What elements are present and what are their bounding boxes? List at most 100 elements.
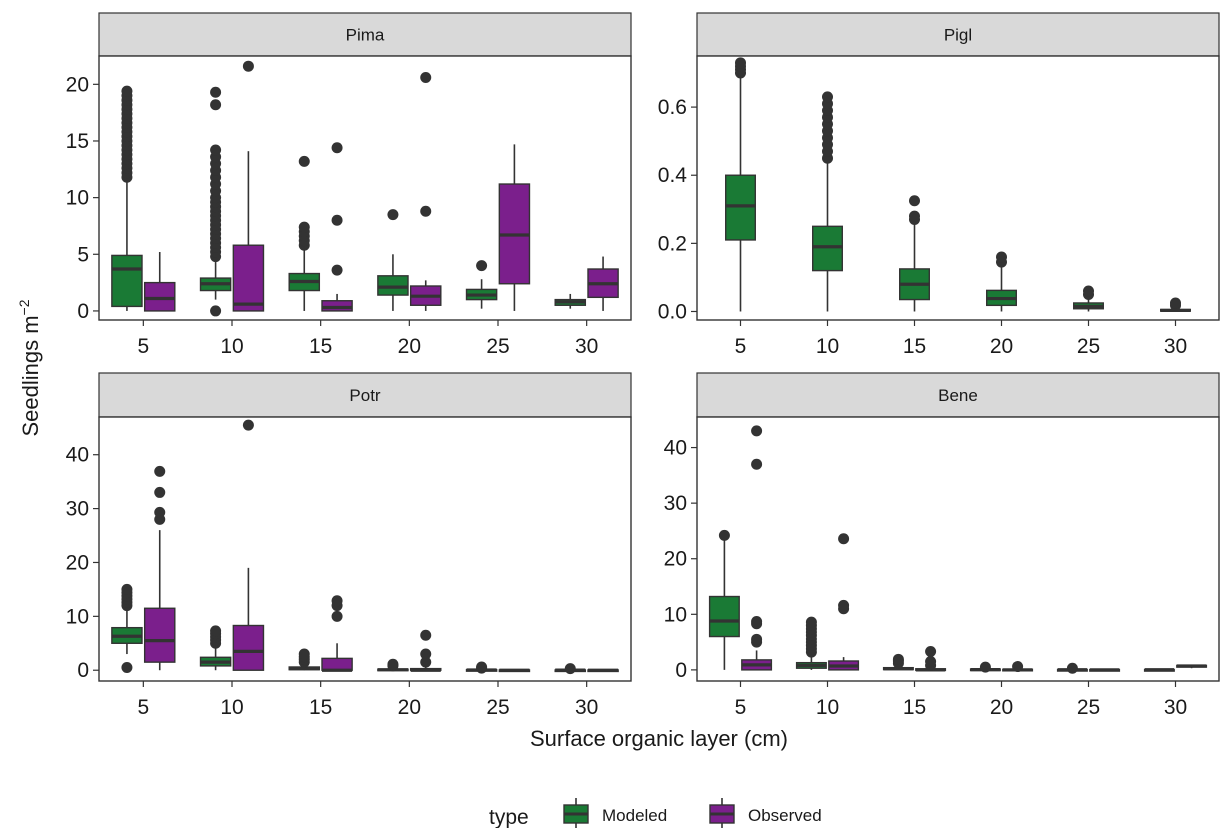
outlier-point	[420, 656, 432, 668]
x-tick-label: 25	[486, 335, 509, 358]
legend-entry-modeled: Modeled	[563, 798, 667, 828]
x-tick-label: 5	[735, 335, 747, 358]
x-tick-label: 30	[1164, 335, 1187, 358]
facet-panels: Pima 0 5 10 15 20 5 10 15 20 25 30 Pigl 0.0 0.2 0.4 0.6 5…	[66, 12, 1220, 719]
box-observed-10	[232, 60, 265, 312]
outlier-point	[925, 646, 937, 658]
legend-entry-observed: Observed	[709, 798, 822, 828]
box-modeled-10	[199, 86, 232, 317]
box-body	[708, 595, 740, 638]
box-body	[377, 275, 409, 296]
outlier-point	[298, 648, 310, 660]
box-observed-30	[587, 668, 619, 673]
x-tick-label: 30	[575, 696, 598, 719]
outlier-point	[909, 195, 920, 207]
x-tick-label: 10	[816, 335, 839, 358]
facet-strip	[696, 12, 1220, 57]
outlier-point	[1083, 285, 1094, 297]
outlier-point	[1170, 297, 1181, 309]
panel-background	[697, 56, 1219, 320]
box-observed-15	[915, 646, 947, 672]
x-tick-label: 30	[1164, 696, 1187, 719]
facet-strip-label: Pima	[346, 26, 385, 45]
x-tick-label: 15	[903, 335, 926, 358]
outlier-point	[121, 662, 133, 674]
outlier-point	[751, 458, 763, 470]
box-observed-30	[587, 256, 619, 311]
x-tick-label: 20	[398, 335, 421, 358]
outlier-point	[298, 155, 310, 167]
y-tick-label: 10	[66, 605, 89, 628]
legend-label: Observed	[748, 806, 822, 825]
outlier-point	[242, 60, 254, 72]
x-tick-label: 10	[220, 335, 243, 358]
outlier-point	[420, 205, 432, 217]
outlier-point	[387, 209, 399, 221]
box-modeled-15	[288, 155, 321, 311]
box-body	[143, 281, 176, 312]
box-observed-15	[321, 142, 353, 312]
outlier-point	[822, 91, 833, 103]
outlier-point	[838, 533, 850, 545]
x-tick-label: 30	[575, 335, 598, 358]
x-tick-label: 25	[486, 696, 509, 719]
y-tick-label: 20	[66, 73, 89, 96]
box-modeled-25	[465, 661, 498, 674]
y-axis-title-text: Seedlings m	[18, 315, 43, 436]
box-observed-20	[1002, 661, 1034, 673]
outlier-point	[331, 595, 343, 607]
y-tick-label: 40	[66, 444, 89, 467]
x-tick-label: 20	[990, 335, 1013, 358]
outlier-point	[751, 425, 763, 437]
x-tick-label: 5	[137, 335, 149, 358]
outlier-point	[387, 658, 399, 670]
box-observed-10	[828, 533, 860, 671]
x-tick-label: 25	[1077, 696, 1100, 719]
outlier-point	[996, 251, 1007, 263]
box-modeled-20	[969, 661, 1001, 673]
box-body	[321, 300, 353, 312]
outlier-point	[210, 86, 222, 98]
y-tick-label: 10	[664, 603, 687, 626]
panel-border	[98, 416, 632, 682]
box-observed-25	[498, 668, 531, 673]
y-tick-label: 20	[664, 548, 687, 571]
facet-strip	[98, 12, 632, 57]
x-tick-label: 15	[903, 696, 926, 719]
legend-title: type	[489, 806, 529, 828]
facet-pigl: Pigl 0.0 0.2 0.4 0.6 5 10 15 20 25 30	[658, 12, 1220, 358]
y-tick-label: 0	[77, 659, 89, 682]
x-tick-label: 5	[735, 696, 747, 719]
outlier-point	[751, 633, 763, 645]
box-modeled-15	[882, 653, 914, 671]
box-observed-5	[143, 252, 176, 312]
x-tick-label: 15	[309, 696, 332, 719]
facet-potr: Potr 0 10 20 30 40 5 10 15 20 25 30	[66, 372, 632, 719]
box-modeled-10	[199, 625, 232, 671]
y-tick-label: 0.2	[658, 232, 687, 255]
panel-background	[99, 56, 631, 320]
outlier-point	[979, 661, 991, 673]
box-modeled-20	[986, 251, 1017, 312]
facet-strip	[98, 372, 632, 418]
box-modeled-20	[377, 658, 409, 672]
y-axis-title-superscript: −2	[16, 299, 32, 315]
outlier-point	[154, 486, 166, 498]
panel-border	[696, 55, 1220, 321]
box-modeled-5	[111, 85, 143, 311]
box-body	[232, 624, 265, 671]
outlier-point	[718, 529, 730, 541]
outlier-point	[735, 57, 746, 69]
box-observed-15	[321, 595, 353, 672]
outlier-point	[420, 72, 432, 84]
box-body	[143, 607, 176, 663]
x-tick-label: 5	[137, 696, 149, 719]
y-tick-label: 30	[66, 498, 89, 521]
outlier-point	[210, 144, 222, 156]
box-modeled-30	[1143, 668, 1175, 672]
facet-pima: Pima 0 5 10 15 20 5 10 15 20 25 30	[66, 12, 632, 358]
y-tick-label: 0	[77, 300, 89, 323]
box-body	[232, 244, 265, 312]
outlier-point	[892, 653, 904, 665]
